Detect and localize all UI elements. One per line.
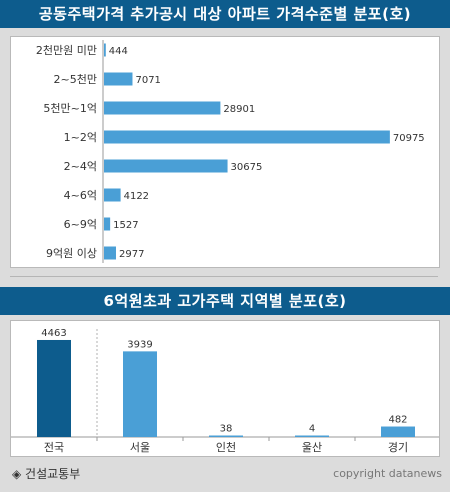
category-label: 2~4억 [64,160,97,173]
bar [37,339,71,437]
bar [104,217,111,231]
category-label: 6~9억 [64,218,97,231]
source-label: ◈ 건설교통부 [12,467,81,481]
category-label: 5천만~1억 [43,101,97,115]
category-label: 9억원 이상 [46,247,97,260]
category-label: 울산 [302,441,322,454]
divider [10,276,438,277]
value-label: 3939 [127,339,152,350]
value-label: 70975 [393,133,425,144]
value-label: 4 [309,424,315,435]
category-label: 서울 [130,441,150,454]
bar [104,188,121,202]
category-label: 인천 [216,440,236,454]
category-label: 경기 [388,441,408,454]
bar [104,43,106,57]
chart-1-panel: 2천만원 미만 444 2~5천만 7071 5천만~1억 28901 1~2억 70975 2… [10,36,440,268]
value-label: 28901 [223,104,255,115]
value-label: 4463 [41,328,66,339]
value-label: 38 [220,424,233,435]
bar [104,130,390,144]
bar [104,72,133,86]
region-distribution-chart: 4463 전국 3939 서울 38 인천 4 울산 482 경기 [11,328,439,454]
value-label: 30675 [231,162,263,173]
value-label: 7071 [135,75,160,86]
chart-2-panel: 4463 전국 3939 서울 38 인천 4 울산 482 경기 [10,320,440,457]
bar [209,435,243,437]
copyright-label: copyright datanews [333,467,442,480]
bar [295,435,329,437]
price-distribution-chart: 2천만원 미만 444 2~5천만 7071 5천만~1억 28901 1~2억 70975 2… [36,40,425,263]
category-label: 4~6억 [64,189,97,202]
bar [104,246,116,260]
bar [104,101,221,115]
category-label: 1~2억 [64,131,97,144]
chart-2-title: 6억원초과 고가주택 지역별 분포(호) [0,287,450,315]
category-label: 전국 [44,441,64,454]
category-label: 2~5천만 [54,72,97,86]
value-label: 482 [388,415,407,426]
category-label: 2천만원 미만 [36,43,97,57]
value-label: 444 [109,46,128,57]
bar [123,351,157,437]
bar [381,426,415,437]
chart-1-title: 공동주택가격 추가공시 대상 아파트 가격수준별 분포(호) [0,0,450,28]
value-label: 4122 [124,191,149,202]
value-label: 1527 [113,220,138,231]
bar [104,159,228,173]
value-label: 2977 [119,249,144,260]
